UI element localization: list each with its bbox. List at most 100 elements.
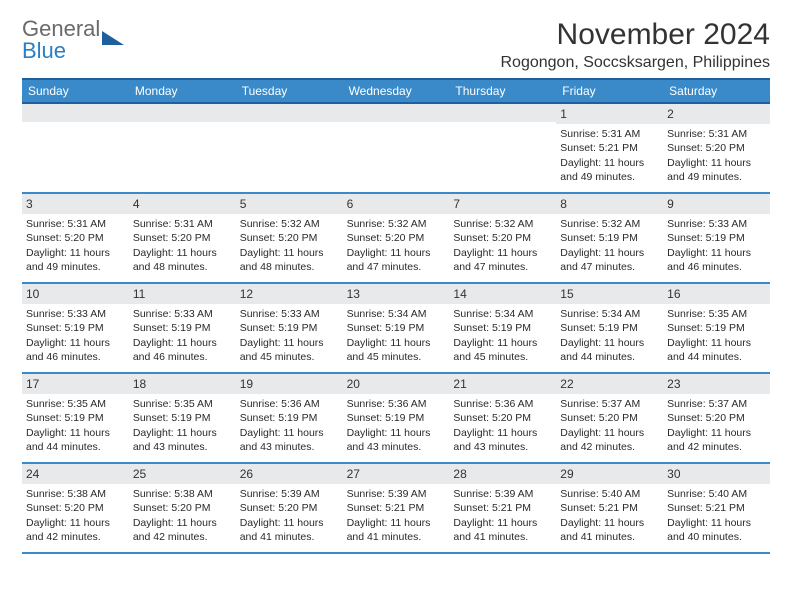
sunset-text: Sunset: 5:20 PM <box>240 501 339 515</box>
sunrise-text: Sunrise: 5:31 AM <box>667 127 766 141</box>
day-number: 3 <box>22 194 129 214</box>
weekday-header: Friday <box>556 80 663 102</box>
day-number: 19 <box>236 374 343 394</box>
daylight-text: Daylight: 11 hours and 45 minutes. <box>453 336 552 364</box>
sunset-text: Sunset: 5:19 PM <box>560 231 659 245</box>
daylight-text: Daylight: 11 hours and 43 minutes. <box>133 426 232 454</box>
sunset-text: Sunset: 5:19 PM <box>133 411 232 425</box>
sunset-text: Sunset: 5:20 PM <box>667 411 766 425</box>
day-cell: 22Sunrise: 5:37 AMSunset: 5:20 PMDayligh… <box>556 374 663 462</box>
day-cell <box>449 104 556 192</box>
sunrise-text: Sunrise: 5:34 AM <box>347 307 446 321</box>
day-cell: 20Sunrise: 5:36 AMSunset: 5:19 PMDayligh… <box>343 374 450 462</box>
logo-general: General <box>22 18 100 40</box>
day-cell: 6Sunrise: 5:32 AMSunset: 5:20 PMDaylight… <box>343 194 450 282</box>
daylight-text: Daylight: 11 hours and 41 minutes. <box>240 516 339 544</box>
daylight-text: Daylight: 11 hours and 40 minutes. <box>667 516 766 544</box>
week-row: 10Sunrise: 5:33 AMSunset: 5:19 PMDayligh… <box>22 284 770 374</box>
day-number: 16 <box>663 284 770 304</box>
day-cell: 15Sunrise: 5:34 AMSunset: 5:19 PMDayligh… <box>556 284 663 372</box>
sunset-text: Sunset: 5:19 PM <box>347 411 446 425</box>
sunset-text: Sunset: 5:19 PM <box>26 321 125 335</box>
day-number: 23 <box>663 374 770 394</box>
sunset-text: Sunset: 5:20 PM <box>240 231 339 245</box>
weekday-header: Tuesday <box>236 80 343 102</box>
day-cell: 17Sunrise: 5:35 AMSunset: 5:19 PMDayligh… <box>22 374 129 462</box>
daylight-text: Daylight: 11 hours and 46 minutes. <box>26 336 125 364</box>
day-number: 5 <box>236 194 343 214</box>
day-cell: 29Sunrise: 5:40 AMSunset: 5:21 PMDayligh… <box>556 464 663 552</box>
day-cell: 27Sunrise: 5:39 AMSunset: 5:21 PMDayligh… <box>343 464 450 552</box>
day-number: 30 <box>663 464 770 484</box>
day-cell: 9Sunrise: 5:33 AMSunset: 5:19 PMDaylight… <box>663 194 770 282</box>
daylight-text: Daylight: 11 hours and 48 minutes. <box>133 246 232 274</box>
week-row: 24Sunrise: 5:38 AMSunset: 5:20 PMDayligh… <box>22 464 770 554</box>
sunrise-text: Sunrise: 5:31 AM <box>560 127 659 141</box>
daylight-text: Daylight: 11 hours and 48 minutes. <box>240 246 339 274</box>
calendar-grid: Sunday Monday Tuesday Wednesday Thursday… <box>22 78 770 554</box>
sunset-text: Sunset: 5:21 PM <box>667 501 766 515</box>
sunset-text: Sunset: 5:19 PM <box>26 411 125 425</box>
sunrise-text: Sunrise: 5:35 AM <box>667 307 766 321</box>
sunrise-text: Sunrise: 5:33 AM <box>240 307 339 321</box>
day-number: 22 <box>556 374 663 394</box>
day-number: 10 <box>22 284 129 304</box>
day-number: 11 <box>129 284 236 304</box>
daylight-text: Daylight: 11 hours and 47 minutes. <box>453 246 552 274</box>
sunrise-text: Sunrise: 5:38 AM <box>26 487 125 501</box>
daylight-text: Daylight: 11 hours and 41 minutes. <box>347 516 446 544</box>
day-number: 20 <box>343 374 450 394</box>
sunset-text: Sunset: 5:21 PM <box>453 501 552 515</box>
sunset-text: Sunset: 5:20 PM <box>667 141 766 155</box>
title-block: November 2024 Rogongon, Soccsksargen, Ph… <box>501 18 771 72</box>
sunset-text: Sunset: 5:20 PM <box>133 501 232 515</box>
empty-day-bar <box>343 104 450 122</box>
sunrise-text: Sunrise: 5:34 AM <box>453 307 552 321</box>
sunset-text: Sunset: 5:19 PM <box>453 321 552 335</box>
daylight-text: Daylight: 11 hours and 47 minutes. <box>560 246 659 274</box>
day-cell: 25Sunrise: 5:38 AMSunset: 5:20 PMDayligh… <box>129 464 236 552</box>
sunset-text: Sunset: 5:20 PM <box>453 411 552 425</box>
sunrise-text: Sunrise: 5:40 AM <box>560 487 659 501</box>
daylight-text: Daylight: 11 hours and 49 minutes. <box>26 246 125 274</box>
day-cell: 21Sunrise: 5:36 AMSunset: 5:20 PMDayligh… <box>449 374 556 462</box>
sunrise-text: Sunrise: 5:32 AM <box>240 217 339 231</box>
daylight-text: Daylight: 11 hours and 45 minutes. <box>347 336 446 364</box>
sunrise-text: Sunrise: 5:34 AM <box>560 307 659 321</box>
day-number: 27 <box>343 464 450 484</box>
day-cell: 4Sunrise: 5:31 AMSunset: 5:20 PMDaylight… <box>129 194 236 282</box>
day-number: 4 <box>129 194 236 214</box>
daylight-text: Daylight: 11 hours and 42 minutes. <box>26 516 125 544</box>
day-cell: 11Sunrise: 5:33 AMSunset: 5:19 PMDayligh… <box>129 284 236 372</box>
sunset-text: Sunset: 5:19 PM <box>667 231 766 245</box>
daylight-text: Daylight: 11 hours and 47 minutes. <box>347 246 446 274</box>
sunrise-text: Sunrise: 5:39 AM <box>240 487 339 501</box>
sunrise-text: Sunrise: 5:35 AM <box>133 397 232 411</box>
sunset-text: Sunset: 5:20 PM <box>560 411 659 425</box>
day-number: 6 <box>343 194 450 214</box>
daylight-text: Daylight: 11 hours and 41 minutes. <box>560 516 659 544</box>
sunset-text: Sunset: 5:21 PM <box>347 501 446 515</box>
logo: General Blue <box>22 18 124 62</box>
day-cell: 5 Sunrise: 5:32 AMSunset: 5:20 PMDaylight… <box>236 194 343 282</box>
daylight-text: Daylight: 11 hours and 46 minutes. <box>667 246 766 274</box>
daylight-text: Daylight: 11 hours and 42 minutes. <box>560 426 659 454</box>
day-number: 28 <box>449 464 556 484</box>
day-number: 7 <box>449 194 556 214</box>
logo-text-block: General Blue <box>22 18 100 62</box>
day-cell: 10Sunrise: 5:33 AMSunset: 5:19 PMDayligh… <box>22 284 129 372</box>
day-number: 8 <box>556 194 663 214</box>
daylight-text: Daylight: 11 hours and 46 minutes. <box>133 336 232 364</box>
sunrise-text: Sunrise: 5:36 AM <box>347 397 446 411</box>
day-number: 21 <box>449 374 556 394</box>
sunrise-text: Sunrise: 5:31 AM <box>26 217 125 231</box>
daylight-text: Daylight: 11 hours and 44 minutes. <box>26 426 125 454</box>
day-cell <box>22 104 129 192</box>
sunset-text: Sunset: 5:20 PM <box>26 501 125 515</box>
sunrise-text: Sunrise: 5:32 AM <box>560 217 659 231</box>
sunset-text: Sunset: 5:19 PM <box>240 321 339 335</box>
day-cell: 14Sunrise: 5:34 AMSunset: 5:19 PMDayligh… <box>449 284 556 372</box>
empty-day-bar <box>236 104 343 122</box>
daylight-text: Daylight: 11 hours and 44 minutes. <box>667 336 766 364</box>
daylight-text: Daylight: 11 hours and 42 minutes. <box>133 516 232 544</box>
